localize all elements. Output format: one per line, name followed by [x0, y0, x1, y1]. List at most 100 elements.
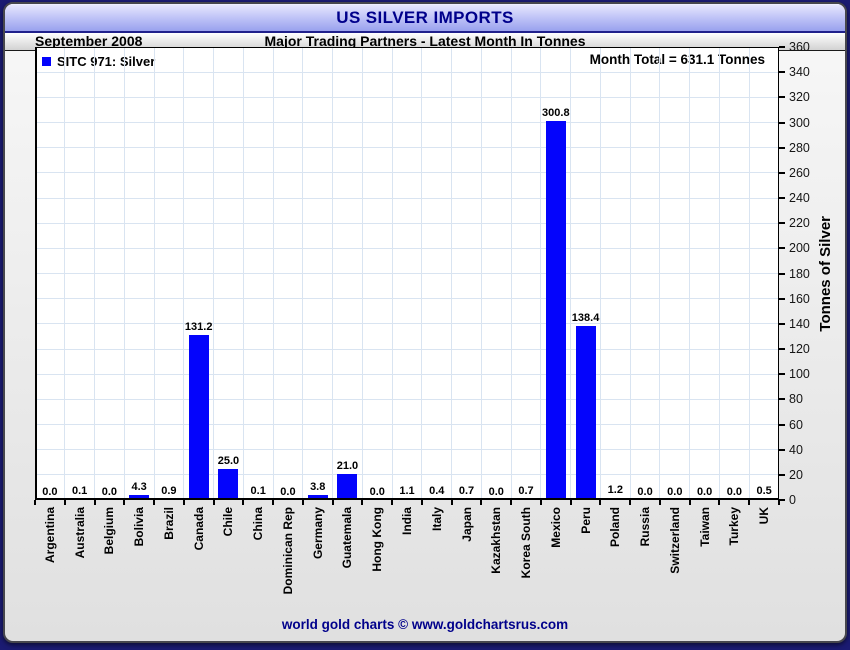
x-tick — [718, 500, 721, 505]
plot-area: SITC 971: Silver Month Total = 631.1 Ton… — [35, 47, 779, 500]
x-tick — [301, 500, 304, 505]
x-tick — [272, 500, 275, 505]
bar — [218, 468, 239, 500]
y-tick-label: 360 — [789, 40, 810, 54]
y-tick — [779, 71, 785, 74]
v-gridline — [213, 47, 215, 500]
v-gridline — [659, 47, 661, 500]
v-gridline — [123, 47, 125, 500]
v-gridline — [451, 47, 453, 500]
x-tick — [748, 500, 751, 505]
bar — [545, 121, 566, 500]
bar-value-label: 0.0 — [667, 486, 683, 498]
x-tick — [629, 500, 632, 505]
v-gridline — [689, 47, 691, 500]
h-gridline — [35, 122, 779, 123]
legend-label: SITC 971: Silver — [57, 54, 156, 69]
x-tick — [153, 500, 156, 505]
y-tick — [779, 222, 785, 225]
x-tick — [450, 500, 453, 505]
v-gridline — [242, 47, 244, 500]
x-tick-label: Mexico — [548, 507, 563, 548]
bar — [337, 473, 358, 500]
y-tick-label: 140 — [789, 316, 810, 331]
subtitle-strip: September 2008 Major Trading Partners - … — [5, 33, 845, 51]
y-tick-label: 40 — [789, 442, 803, 457]
v-gridline — [64, 47, 66, 500]
h-gridline — [35, 197, 779, 199]
y-tick-label: 280 — [789, 140, 810, 155]
x-tick-label: Korea South — [519, 507, 534, 579]
y-tick-label: 80 — [789, 392, 803, 407]
y-tick — [779, 423, 785, 426]
x-tick — [480, 500, 483, 505]
v-gridline — [540, 47, 542, 500]
bar-value-label: 0.4 — [429, 485, 445, 497]
y-tick — [779, 171, 785, 174]
h-gridline — [35, 373, 779, 375]
h-gridline — [35, 323, 779, 325]
v-gridline — [629, 47, 631, 500]
bar — [307, 495, 328, 500]
chart-card: US SILVER IMPORTS September 2008 Major T… — [3, 2, 847, 643]
y-tick — [779, 247, 785, 250]
y-tick-label: 300 — [789, 115, 810, 130]
x-tick — [34, 500, 36, 505]
y-tick — [779, 46, 785, 48]
h-gridline — [35, 247, 779, 249]
y-tick-label: 100 — [789, 367, 810, 382]
y-tick-label: 240 — [789, 191, 810, 205]
x-tick — [242, 500, 245, 505]
v-gridline — [421, 47, 423, 500]
y-tick-label: 220 — [789, 216, 810, 231]
h-gridline — [35, 474, 779, 476]
x-tick-label: Peru — [578, 507, 593, 534]
y-axis-title-wrap: Tonnes of Silver — [811, 47, 839, 500]
bar-value-label: 0.0 — [696, 486, 713, 498]
y-tick-label: 200 — [789, 241, 810, 256]
y-tick — [779, 96, 785, 99]
x-tick — [658, 500, 661, 505]
bar-value-label: 0.7 — [458, 485, 475, 497]
x-tick-label: Germany — [310, 507, 325, 560]
x-tick — [212, 500, 215, 505]
h-gridline — [35, 273, 779, 274]
x-tick-label: Chile — [221, 507, 236, 537]
v-gridline — [718, 47, 720, 500]
y-tick — [779, 448, 785, 451]
v-gridline — [391, 47, 393, 500]
x-tick — [391, 500, 394, 505]
h-gridline — [35, 298, 779, 300]
bar — [754, 499, 775, 500]
x-tick — [93, 500, 96, 505]
y-tick — [779, 398, 785, 401]
x-tick-label: Argentina — [42, 507, 57, 564]
bar — [188, 334, 209, 500]
y-tick-label: 20 — [789, 467, 803, 482]
bar — [456, 499, 477, 500]
bar-value-label: 4.3 — [131, 480, 147, 493]
bar-value-label: 0.5 — [756, 485, 772, 497]
x-tick — [361, 500, 364, 505]
x-tick-label: Turkey — [727, 507, 742, 546]
x-tick — [331, 500, 334, 505]
x-tick — [420, 500, 423, 505]
y-tick — [779, 499, 785, 501]
y-tick-label: 180 — [789, 266, 810, 281]
y-tick-label: 340 — [789, 65, 810, 80]
y-tick-label: 0 — [789, 493, 796, 507]
v-gridline — [510, 47, 512, 500]
bar — [158, 498, 179, 500]
v-gridline — [302, 47, 304, 500]
v-gridline — [272, 47, 274, 500]
chart-title-bar: US SILVER IMPORTS — [5, 4, 845, 33]
bar — [426, 499, 447, 500]
x-tick-label: Belgium — [102, 507, 117, 555]
h-gridline — [35, 147, 779, 149]
x-tick — [182, 500, 185, 505]
x-tick — [569, 500, 572, 505]
x-tick-label: Poland — [608, 507, 623, 548]
x-tick-label: Bolivia — [132, 507, 147, 547]
y-tick — [779, 272, 785, 275]
y-tick-label: 320 — [789, 90, 810, 105]
